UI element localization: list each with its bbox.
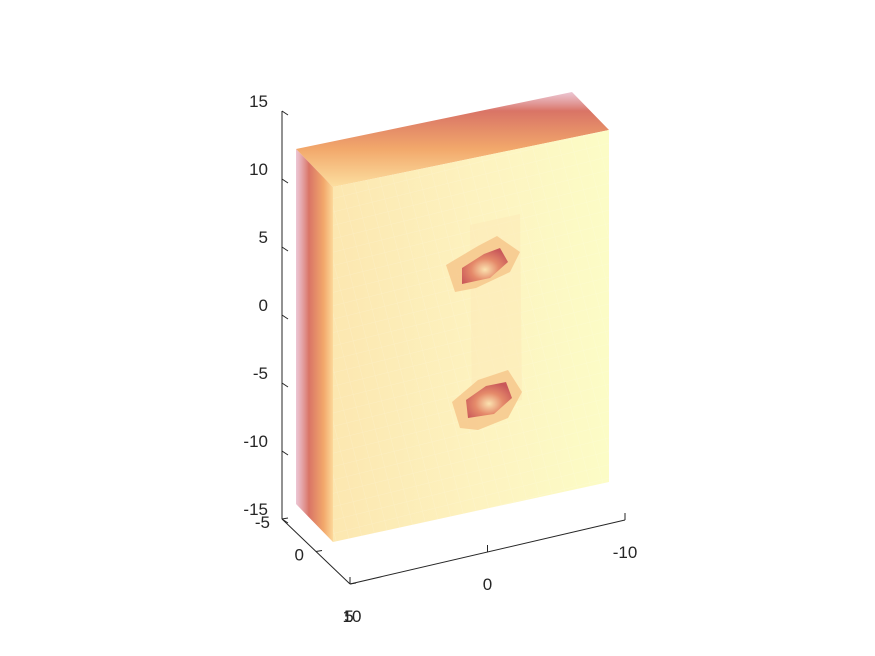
z-tick-label: 0 — [259, 296, 268, 315]
z-tick-mark — [281, 450, 289, 456]
z-tick-label: -5 — [253, 364, 268, 383]
hole-interior — [462, 248, 508, 284]
y-tick-mark — [315, 550, 323, 552]
z-tick-mark — [281, 314, 289, 320]
z-tick-label: -15 — [243, 500, 268, 519]
x-tick-label: 10 — [343, 607, 362, 626]
y-tick-label: 5 — [344, 607, 353, 626]
y-tick-label: 0 — [295, 546, 304, 565]
block-voxel-texture — [333, 130, 609, 542]
z-tick-mark — [281, 178, 289, 184]
z-tick-label: 15 — [249, 92, 268, 111]
block-top-face — [296, 92, 609, 187]
voxel-block — [296, 92, 609, 542]
z-tick-label: -10 — [243, 432, 268, 451]
y-tick-mark — [349, 582, 357, 585]
z-tick-mark — [281, 110, 289, 116]
block-left-face — [296, 149, 333, 542]
z-tick-label: 5 — [259, 228, 268, 247]
z-tick-mark — [281, 518, 289, 524]
x-tick-label: -10 — [613, 543, 638, 562]
z-tick-mark — [281, 382, 289, 388]
x-tick-label: 0 — [483, 575, 492, 594]
axes — [281, 110, 626, 585]
hole-interior — [466, 382, 512, 418]
z-tick-mark — [281, 246, 289, 252]
z-tick-label: 10 — [249, 160, 268, 179]
y-tick-mark — [281, 517, 289, 520]
y-tick-label: -5 — [255, 513, 270, 532]
